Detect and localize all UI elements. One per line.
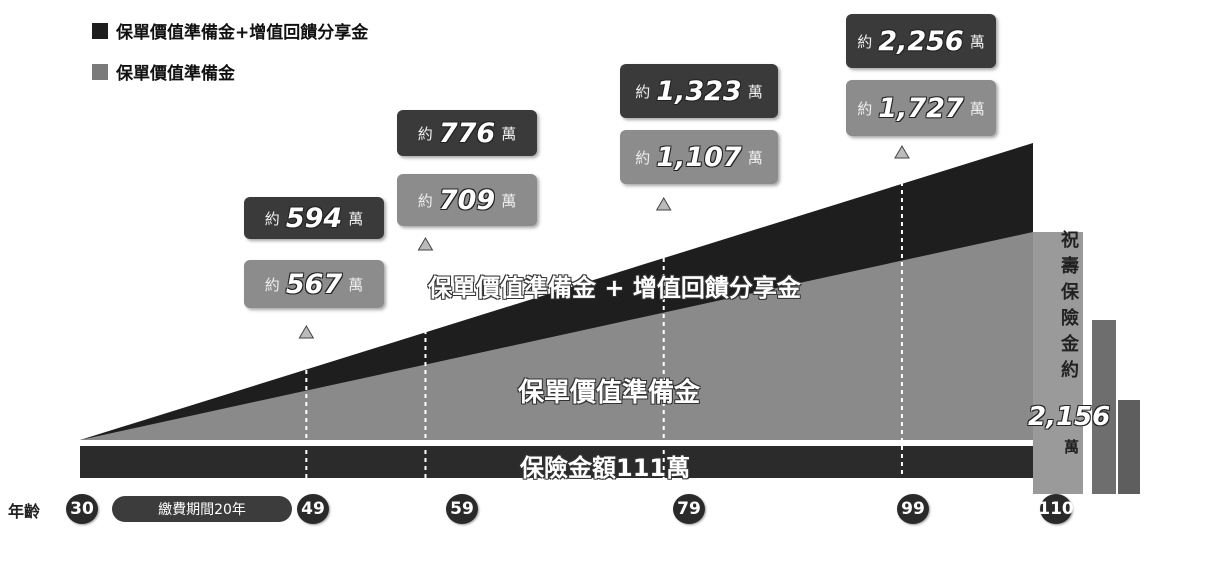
callout-reserve-79: 約 1,107 萬 (620, 130, 778, 184)
data-label: 776 (438, 117, 496, 149)
band-label-reserve: 保單價值準備金 (518, 378, 701, 408)
marker-arrow-49 (298, 325, 315, 339)
maturity-benefit-label: 祝壽保險金約 (1061, 230, 1079, 381)
data-label: 567 (285, 268, 343, 300)
coin-stack-1 (1092, 320, 1116, 494)
data-label: 1,323 (656, 75, 742, 107)
band-label-total: 保單價值準備金 + 增值回饋分享金 (428, 274, 801, 302)
callout-suffix: 萬 (501, 191, 517, 210)
callout-reserve-99: 約 1,727 萬 (846, 80, 996, 136)
data-label: 709 (438, 184, 496, 216)
age-tick-49: 49 (297, 494, 329, 524)
coin-stack-2 (1118, 400, 1140, 494)
age-tick-30: 30 (66, 494, 98, 524)
middle-area (80, 232, 1033, 440)
data-label: 2,256 (878, 25, 964, 57)
callout-reserve-49: 約 567 萬 (244, 260, 384, 308)
callout-prefix: 約 (417, 124, 433, 143)
callout-prefix: 約 (264, 275, 280, 294)
legend-swatch-gray (92, 63, 108, 80)
callout-prefix: 約 (857, 32, 873, 51)
legend-item-reserve: 保單價值準備金 (92, 59, 235, 84)
age-tick-59: 59 (446, 494, 478, 524)
payment-period-label: 繳費期間20年 (112, 496, 292, 522)
legend-item-total: 保單價值準備金+增值回饋分享金 (92, 18, 368, 43)
callout-total-49: 約 594 萬 (244, 197, 384, 239)
band-label-sum-insured: 保險金額111萬 (520, 454, 691, 482)
marker-arrow-79 (655, 197, 672, 211)
callout-total-99: 約 2,256 萬 (846, 14, 996, 68)
maturity-benefit-unit: 萬 (1064, 438, 1080, 456)
sum-insured-band (80, 446, 1033, 478)
callout-prefix: 約 (264, 209, 280, 228)
callout-total-79: 約 1,323 萬 (620, 64, 778, 118)
data-label: 594 (285, 202, 343, 234)
callout-total-59: 約 776 萬 (397, 110, 537, 156)
legend-swatch-dark (92, 22, 108, 39)
data-label: 1,107 (656, 141, 742, 173)
callout-prefix: 約 (635, 148, 651, 167)
age-axis-label: 年齡 (8, 502, 41, 521)
callout-prefix: 約 (635, 82, 651, 101)
data-label: 1,727 (878, 92, 964, 124)
callout-prefix: 約 (417, 191, 433, 210)
callout-suffix: 萬 (501, 124, 517, 143)
callout-suffix: 萬 (969, 99, 985, 118)
marker-arrow-59 (417, 237, 434, 251)
callout-suffix: 萬 (747, 82, 763, 101)
callout-suffix: 萬 (969, 32, 985, 51)
callout-suffix: 萬 (348, 275, 364, 294)
callout-suffix: 萬 (747, 148, 763, 167)
age-tick-99: 99 (897, 494, 929, 524)
age-tick-110: 110 (1038, 494, 1074, 524)
callout-prefix: 約 (857, 99, 873, 118)
callout-suffix: 萬 (348, 209, 364, 228)
legend-label-reserve: 保單價值準備金 (116, 64, 235, 84)
maturity-benefit-value: 2,156 (1028, 402, 1111, 432)
side-block (1033, 232, 1083, 494)
legend-label-total: 保單價值準備金+增值回饋分享金 (116, 23, 369, 43)
age-tick-79: 79 (673, 494, 705, 524)
callout-reserve-59: 約 709 萬 (397, 174, 537, 226)
marker-arrow-99 (894, 145, 910, 159)
